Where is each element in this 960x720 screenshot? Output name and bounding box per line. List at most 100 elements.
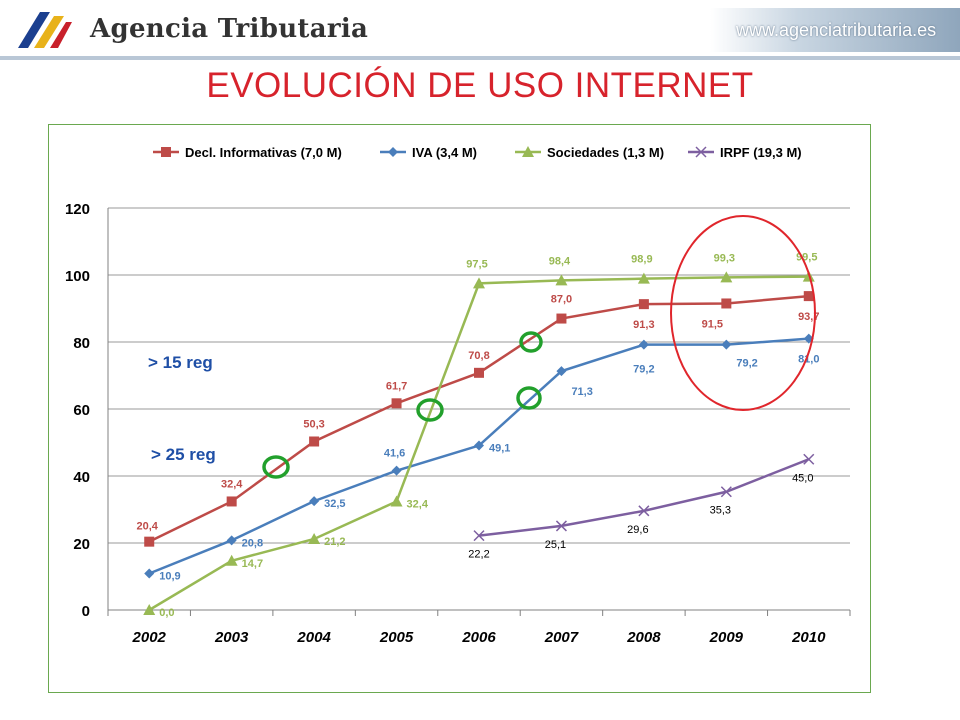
legend-label: IRPF (19,3 M) — [720, 145, 802, 160]
data-label: 0,0 — [159, 607, 174, 619]
y-tick-label: 60 — [73, 402, 90, 419]
highlight-circle — [416, 398, 444, 422]
data-label: 41,6 — [384, 448, 405, 460]
legend-item: Decl. Informativas (7,0 M) — [153, 145, 342, 160]
data-point — [720, 486, 732, 498]
y-tick-label: 0 — [82, 603, 90, 620]
x-tick-label: 2003 — [214, 629, 249, 646]
series-1: 10,9 20,8 32,5 41,6 49,1 71,3 79,2 79,2 81,0 — [144, 333, 819, 582]
data-label: 98,4 — [549, 255, 571, 267]
data-label: 21,2 — [324, 536, 345, 548]
line-chart: Decl. Informativas (7,0 M) IVA (3,4 M) Soc… — [65, 145, 851, 646]
y-tick-label: 120 — [65, 201, 90, 218]
data-point — [637, 272, 650, 284]
data-point — [308, 532, 321, 544]
site-url: www.agenciatributaria.es — [736, 20, 937, 40]
data-label: 91,3 — [633, 319, 654, 331]
annotation-25-reg: > 25 reg — [151, 445, 216, 464]
data-point — [556, 366, 567, 377]
x-tick-label: 2008 — [626, 629, 661, 646]
data-label: 10,9 — [159, 570, 180, 582]
y-tick-label: 40 — [73, 469, 90, 486]
agencia-tributaria-logo-icon — [18, 12, 72, 48]
header-divider — [0, 56, 960, 60]
x-tick-label: 2007 — [544, 629, 579, 646]
data-point — [309, 436, 320, 447]
data-label: 99,3 — [714, 252, 735, 264]
data-point — [143, 604, 156, 615]
data-point — [391, 465, 402, 476]
data-label: 25,1 — [545, 539, 566, 551]
data-point — [226, 535, 237, 546]
data-point — [388, 147, 398, 157]
data-point — [161, 147, 171, 157]
data-label: 20,4 — [137, 521, 159, 533]
y-tick-label: 100 — [65, 268, 90, 285]
data-label: 50,3 — [303, 418, 324, 430]
data-label: 93,7 — [798, 311, 819, 323]
data-point — [309, 496, 320, 507]
data-label: 32,4 — [407, 498, 429, 510]
x-tick-label: 2005 — [379, 629, 414, 646]
x-tick-label: 2009 — [709, 629, 744, 646]
data-label: 87,0 — [551, 294, 572, 306]
data-point — [473, 530, 485, 542]
data-label: 32,4 — [221, 478, 243, 490]
legend-label: Sociedades (1,3 M) — [547, 145, 664, 160]
data-label: 79,2 — [633, 364, 654, 376]
data-label: 70,8 — [468, 350, 489, 362]
chart-highlights — [262, 215, 816, 479]
data-label: 79,2 — [736, 358, 757, 370]
data-point — [638, 339, 649, 350]
data-label: 71,3 — [571, 386, 592, 398]
chart-legend: Decl. Informativas (7,0 M) IVA (3,4 M) Soc… — [153, 145, 802, 160]
data-label: 49,1 — [489, 443, 510, 455]
highlight-circle — [262, 455, 290, 479]
data-point — [555, 274, 568, 286]
url-banner — [710, 8, 960, 52]
highlight-circle — [670, 215, 816, 411]
data-point — [390, 495, 403, 507]
series-3: 22,2 25,1 29,6 35,3 45,0 — [468, 453, 815, 561]
legend-item: Sociedades (1,3 M) — [515, 145, 664, 160]
legend-label: Decl. Informativas (7,0 M) — [185, 145, 342, 160]
legend-item: IVA (3,4 M) — [380, 145, 477, 160]
data-point — [803, 453, 815, 465]
legend-item: IRPF (19,3 M) — [688, 145, 802, 160]
chart-series: 20,4 32,4 50,3 61,7 70,8 87,0 91,3 91,5 93,7 10,9… — [137, 252, 820, 619]
data-label: 98,9 — [631, 254, 652, 266]
highlight-circle — [519, 331, 543, 353]
data-label: 32,5 — [324, 498, 345, 510]
legend-label: IVA (3,4 M) — [412, 145, 477, 160]
brand-name: Agencia Tributaria — [90, 14, 369, 44]
x-tick-label: 2010 — [791, 629, 826, 646]
data-point — [555, 520, 567, 532]
data-point — [474, 367, 484, 378]
data-label: 97,5 — [466, 258, 487, 270]
data-point — [638, 299, 649, 310]
series-0: 20,4 32,4 50,3 61,7 70,8 87,0 91,3 91,5 93,7 — [137, 291, 819, 547]
data-label: 45,0 — [792, 472, 813, 484]
highlight-circle — [516, 386, 542, 410]
data-point — [638, 505, 650, 517]
data-point — [556, 313, 567, 324]
data-point — [474, 440, 484, 451]
data-label: 29,6 — [627, 524, 648, 536]
data-label: 22,2 — [468, 549, 489, 561]
series-2: 0,0 14,7 21,2 32,4 97,5 98,4 98,9 99,3 99,5 — [143, 252, 817, 619]
data-label: 61,7 — [386, 380, 407, 392]
data-point — [226, 496, 237, 507]
data-point — [721, 298, 732, 309]
y-axis: 0 20 40 60 80 100 120 — [65, 201, 109, 620]
data-point — [522, 146, 534, 157]
data-label: 14,7 — [242, 558, 263, 570]
annotation-15-reg: > 15 reg — [148, 353, 213, 372]
data-point — [225, 554, 238, 566]
data-point — [391, 398, 402, 409]
x-axis: 2002 2003 2004 2005 2006 2007 2008 2009 2010 — [107, 609, 851, 646]
data-point — [144, 568, 155, 579]
x-tick-label: 2002 — [132, 629, 167, 646]
data-label: 81,0 — [798, 354, 819, 366]
x-tick-label: 2004 — [296, 629, 331, 646]
data-point — [473, 277, 485, 289]
